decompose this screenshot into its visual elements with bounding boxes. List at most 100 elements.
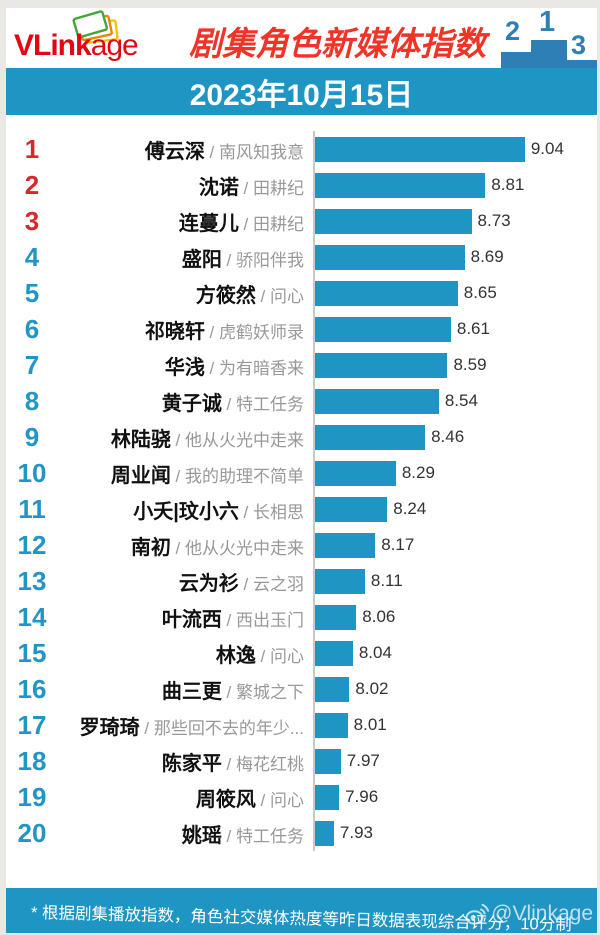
character-name: 傅云深: [144, 140, 205, 163]
rank-number: 14: [17, 601, 47, 632]
index-bar: [315, 532, 376, 558]
podium-number-1: 1: [539, 6, 556, 38]
drama-name: 虎鹤妖师录: [219, 322, 304, 342]
bar-cell: 8.24: [313, 491, 597, 527]
rank-number: 9: [24, 421, 40, 452]
name-separator: /: [221, 610, 236, 630]
rank-number: 16: [17, 673, 47, 704]
entry-name: 姚瑶 / 特工任务: [58, 819, 313, 848]
entry-name: 云为衫 / 云之羽: [58, 567, 313, 596]
index-bar: [315, 640, 353, 666]
index-bar: [315, 784, 340, 810]
entry-name: 陈家平 / 梅花红桃: [58, 747, 313, 776]
ranking-row: 16 曲三更 / 繁城之下 8.02: [6, 671, 597, 707]
podium-number-3: 3: [571, 30, 587, 60]
index-value: 8.69: [470, 247, 504, 266]
bar-cell: 8.46: [313, 419, 597, 455]
bar-cell: 9.04: [313, 131, 597, 167]
index-value: 7.97: [346, 751, 380, 770]
entry-name: 南初 / 他从火光中走来: [58, 531, 313, 560]
logo-text: VLinkage: [14, 29, 139, 63]
character-name: 祁晓轩: [144, 320, 205, 343]
character-name: 小夭|玟小六: [133, 500, 239, 523]
character-name: 盛阳: [181, 248, 222, 271]
bar-cell: 8.04: [313, 635, 597, 671]
character-name: 陈家平: [161, 752, 222, 775]
entry-name: 小夭|玟小六 / 长相思: [58, 495, 313, 524]
rank-number: 4: [24, 241, 40, 272]
drama-name: 他从火光中走来: [185, 430, 304, 450]
drama-name: 南风知我意: [219, 142, 304, 162]
drama-name: 田耕纪: [253, 214, 304, 234]
entry-name: 华浅 / 为有暗香来: [58, 351, 313, 380]
index-value: 8.02: [355, 679, 389, 698]
ranking-row: 2 沈诺 / 田耕纪 8.81: [6, 167, 597, 203]
index-value: 8.73: [477, 211, 511, 230]
index-bar: [315, 820, 334, 846]
index-bar: [315, 208, 472, 234]
index-value: 8.59: [453, 355, 487, 374]
rank-number: 10: [17, 457, 47, 488]
index-bar: [315, 388, 439, 414]
ranking-row: 14 叶流西 / 西出玉门 8.06: [6, 599, 597, 635]
ranking-row: 12 南初 / 他从火光中走来 8.17: [6, 527, 597, 563]
index-value: 7.93: [339, 823, 373, 842]
name-separator: /: [139, 718, 154, 738]
name-separator: /: [238, 502, 253, 522]
index-bar: [315, 460, 396, 486]
entry-name: 曲三更 / 繁城之下: [58, 675, 313, 704]
drama-name: 问心: [270, 646, 304, 666]
ranking-row: 8 黄子诚 / 特工任务 8.54: [6, 383, 597, 419]
ranking-row: 4 盛阳 / 骄阳伴我 8.69: [6, 239, 597, 275]
bar-cell: 8.59: [313, 347, 597, 383]
entry-name: 沈诺 / 田耕纪: [58, 171, 313, 200]
vlinkage-logo: VLinkage: [6, 8, 184, 68]
rank-number: 13: [17, 565, 47, 596]
character-name: 林陆骁: [110, 428, 171, 451]
index-bar: [315, 172, 486, 198]
rank-number: 18: [17, 745, 47, 776]
index-bar: [315, 280, 458, 306]
index-bar: [315, 748, 341, 774]
index-value: 8.46: [431, 427, 465, 446]
header: VLinkage 剧集角色新媒体指数 2 1 3: [6, 8, 597, 68]
rank-number: 3: [24, 205, 40, 236]
bar-cell: 8.17: [313, 527, 597, 563]
character-name: 黄子诚: [161, 392, 222, 415]
index-value: 8.06: [362, 607, 396, 626]
rank-number: 5: [24, 277, 40, 308]
name-separator: /: [255, 646, 270, 666]
watermark-text: @Vlinkage: [491, 902, 593, 925]
character-name: 姚瑶: [181, 824, 222, 847]
name-separator: /: [170, 466, 185, 486]
ranking-row: 10 周业闻 / 我的助理不简单 8.29: [6, 455, 597, 491]
character-name: 周筱风: [195, 788, 256, 811]
ranking-row: 13 云为衫 / 云之羽 8.11: [6, 563, 597, 599]
drama-name: 他从火光中走来: [185, 538, 304, 558]
index-bar: [315, 712, 348, 738]
index-bar: [315, 496, 388, 522]
name-separator: /: [255, 286, 270, 306]
name-separator: /: [170, 538, 185, 558]
name-separator: /: [238, 574, 253, 594]
rank-number: 8: [24, 385, 40, 416]
drama-name: 那些回不去的年少...: [153, 718, 304, 738]
rank-number: 20: [17, 817, 47, 848]
bar-cell: 8.69: [313, 239, 597, 275]
ranking-row: 7 华浅 / 为有暗香来 8.59: [6, 347, 597, 383]
index-bar: [315, 676, 350, 702]
bar-cell: 7.93: [313, 815, 597, 851]
character-name: 连蔓儿: [178, 212, 239, 235]
footer-bar: * 根据剧集播放指数，角色社交媒体热度等昨日数据表现综合评分，10分制 @Vli…: [6, 888, 597, 934]
drama-name: 问心: [270, 790, 304, 810]
drama-name: 繁城之下: [236, 682, 304, 702]
drama-name: 骄阳伴我: [236, 250, 304, 270]
entry-name: 罗琦琦 / 那些回不去的年少...: [58, 711, 313, 740]
date-bar: 2023年10月15日: [6, 68, 597, 115]
index-value: 8.81: [491, 175, 525, 194]
rank-number: 7: [24, 349, 40, 380]
drama-name: 特工任务: [236, 394, 304, 414]
rank-number: 19: [17, 781, 47, 812]
entry-name: 方筱然 / 问心: [58, 279, 313, 308]
ranking-row: 19 周筱风 / 问心 7.96: [6, 779, 597, 815]
